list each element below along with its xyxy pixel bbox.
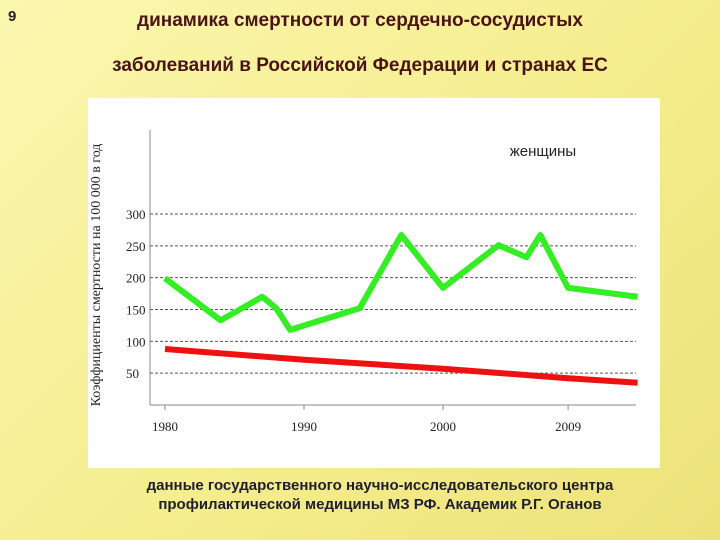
y-tick-label: 300 xyxy=(126,207,146,222)
x-tick-label: 1990 xyxy=(291,419,317,434)
title-line: динамика смертности от сердечно-сосудист… xyxy=(137,10,583,31)
y-tick-label: 50 xyxy=(126,366,139,381)
y-tick-label: 250 xyxy=(126,239,146,254)
x-tick-label: 2000 xyxy=(430,419,456,434)
footer-line: данные государственного научно-исследова… xyxy=(146,477,614,494)
annotation: женщины xyxy=(510,143,576,160)
title-line: заболеваний в Российской Федерации и стр… xyxy=(112,55,608,76)
line-series xyxy=(164,345,638,386)
x-tick-label: 2009 xyxy=(555,419,581,434)
footer-line: профилактической медицины МЗ РФ. Академи… xyxy=(158,496,602,513)
slide-number: 9 xyxy=(8,8,17,25)
y-tick-label: 150 xyxy=(126,302,146,317)
y-axis-label: Коэффициенты смертности на 100 000 в год xyxy=(89,144,104,407)
y-tick-label: 100 xyxy=(126,334,146,349)
y-tick-label: 200 xyxy=(126,271,146,286)
line-series xyxy=(163,232,638,333)
x-tick-label: 1980 xyxy=(152,419,178,434)
